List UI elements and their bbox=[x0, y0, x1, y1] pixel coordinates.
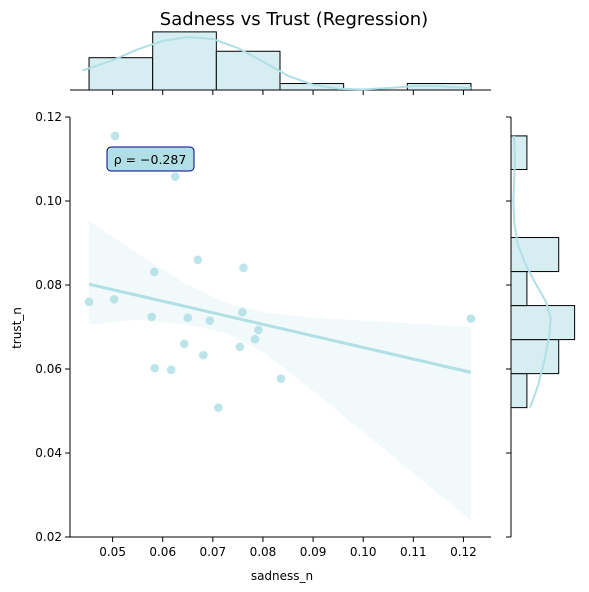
scatter-point-15 bbox=[238, 308, 247, 317]
y-axis: 0.02 0.04 0.06 0.08 0.10 0.12 bbox=[35, 110, 71, 544]
y-tick-label-4: 0.10 bbox=[35, 194, 62, 208]
x-hist-bar-1 bbox=[152, 31, 217, 91]
x-tick-label-7: 0.12 bbox=[450, 545, 477, 559]
x-tick-label-3: 0.08 bbox=[250, 545, 277, 559]
scatter-point-3 bbox=[147, 312, 156, 322]
scatter-point-16 bbox=[239, 263, 248, 273]
scatter-points bbox=[84, 131, 476, 412]
scatter-point-19 bbox=[276, 374, 286, 383]
y-hist-bar-3 bbox=[510, 271, 528, 307]
scatter-point-20 bbox=[466, 314, 476, 323]
scatter-point-11 bbox=[199, 350, 208, 360]
y-marginal-histogram bbox=[506, 116, 576, 538]
y-tick-label-2: 0.06 bbox=[35, 362, 62, 376]
x-marginal-histogram bbox=[70, 31, 491, 95]
scatter-point-14 bbox=[235, 342, 245, 352]
y-kde-curve bbox=[512, 135, 552, 408]
scatter-point-8 bbox=[179, 339, 189, 349]
y-hist-bar-2 bbox=[510, 305, 576, 341]
annotation-box bbox=[106, 146, 195, 172]
y-tick-label-5: 0.12 bbox=[35, 110, 62, 124]
y-hist-bar-0 bbox=[510, 373, 528, 409]
scatter-point-0 bbox=[84, 297, 94, 307]
x-tick-label-2: 0.07 bbox=[199, 545, 226, 559]
y-hist-bar-1 bbox=[510, 339, 560, 375]
x-kde-curve bbox=[82, 35, 472, 91]
scatter-point-5 bbox=[150, 363, 160, 373]
scatter-point-17 bbox=[250, 334, 260, 344]
scatter-point-1 bbox=[109, 294, 119, 304]
main-plot: 0.05 0.06 0.07 0.08 0.09 0.10 0.11 0.12 0.020.0… bbox=[35, 110, 491, 559]
regression-line bbox=[88, 282, 472, 374]
x-hist-bar-2 bbox=[215, 50, 281, 91]
scatter-point-6 bbox=[166, 365, 176, 375]
correlation-annotation: ρ = −0.287 bbox=[106, 146, 195, 172]
annotation-text: ρ = −0.287 bbox=[114, 152, 187, 167]
x-tick-label-1: 0.06 bbox=[149, 545, 176, 559]
y-tick-label-3: 0.08 bbox=[35, 278, 62, 292]
scatter-point-9 bbox=[183, 313, 193, 323]
x-axis-label: sadness_n bbox=[251, 569, 313, 583]
x-tick-label-4: 0.09 bbox=[300, 545, 327, 559]
scatter-point-2 bbox=[110, 131, 120, 141]
x-tick-label-5: 0.10 bbox=[350, 545, 377, 559]
confidence-band bbox=[89, 220, 471, 521]
x-axis: 0.05 0.06 0.07 0.08 0.09 0.10 0.11 0.12 bbox=[70, 536, 491, 559]
y-axis-label: trust_n bbox=[10, 307, 24, 349]
scatter-point-12 bbox=[205, 316, 215, 326]
chart-title: Sadness vs Trust (Regression) bbox=[160, 9, 428, 30]
regression-line-path bbox=[88, 282, 472, 374]
x-hist-bar-0 bbox=[88, 57, 154, 91]
scatter-point-10 bbox=[193, 255, 203, 265]
y-hist-bar-4 bbox=[510, 237, 560, 273]
ci-band bbox=[89, 220, 471, 521]
y-tick-label-0: 0.02 bbox=[35, 530, 62, 544]
x-tick-label-0: 0.05 bbox=[99, 545, 126, 559]
scatter-point-18 bbox=[254, 325, 263, 335]
scatter-point-4 bbox=[149, 267, 159, 277]
scatter-point-13 bbox=[214, 403, 223, 412]
x-tick-label-6: 0.11 bbox=[400, 545, 427, 559]
y-tick-label-1: 0.04 bbox=[35, 446, 62, 460]
scatter-point-7 bbox=[170, 172, 180, 181]
